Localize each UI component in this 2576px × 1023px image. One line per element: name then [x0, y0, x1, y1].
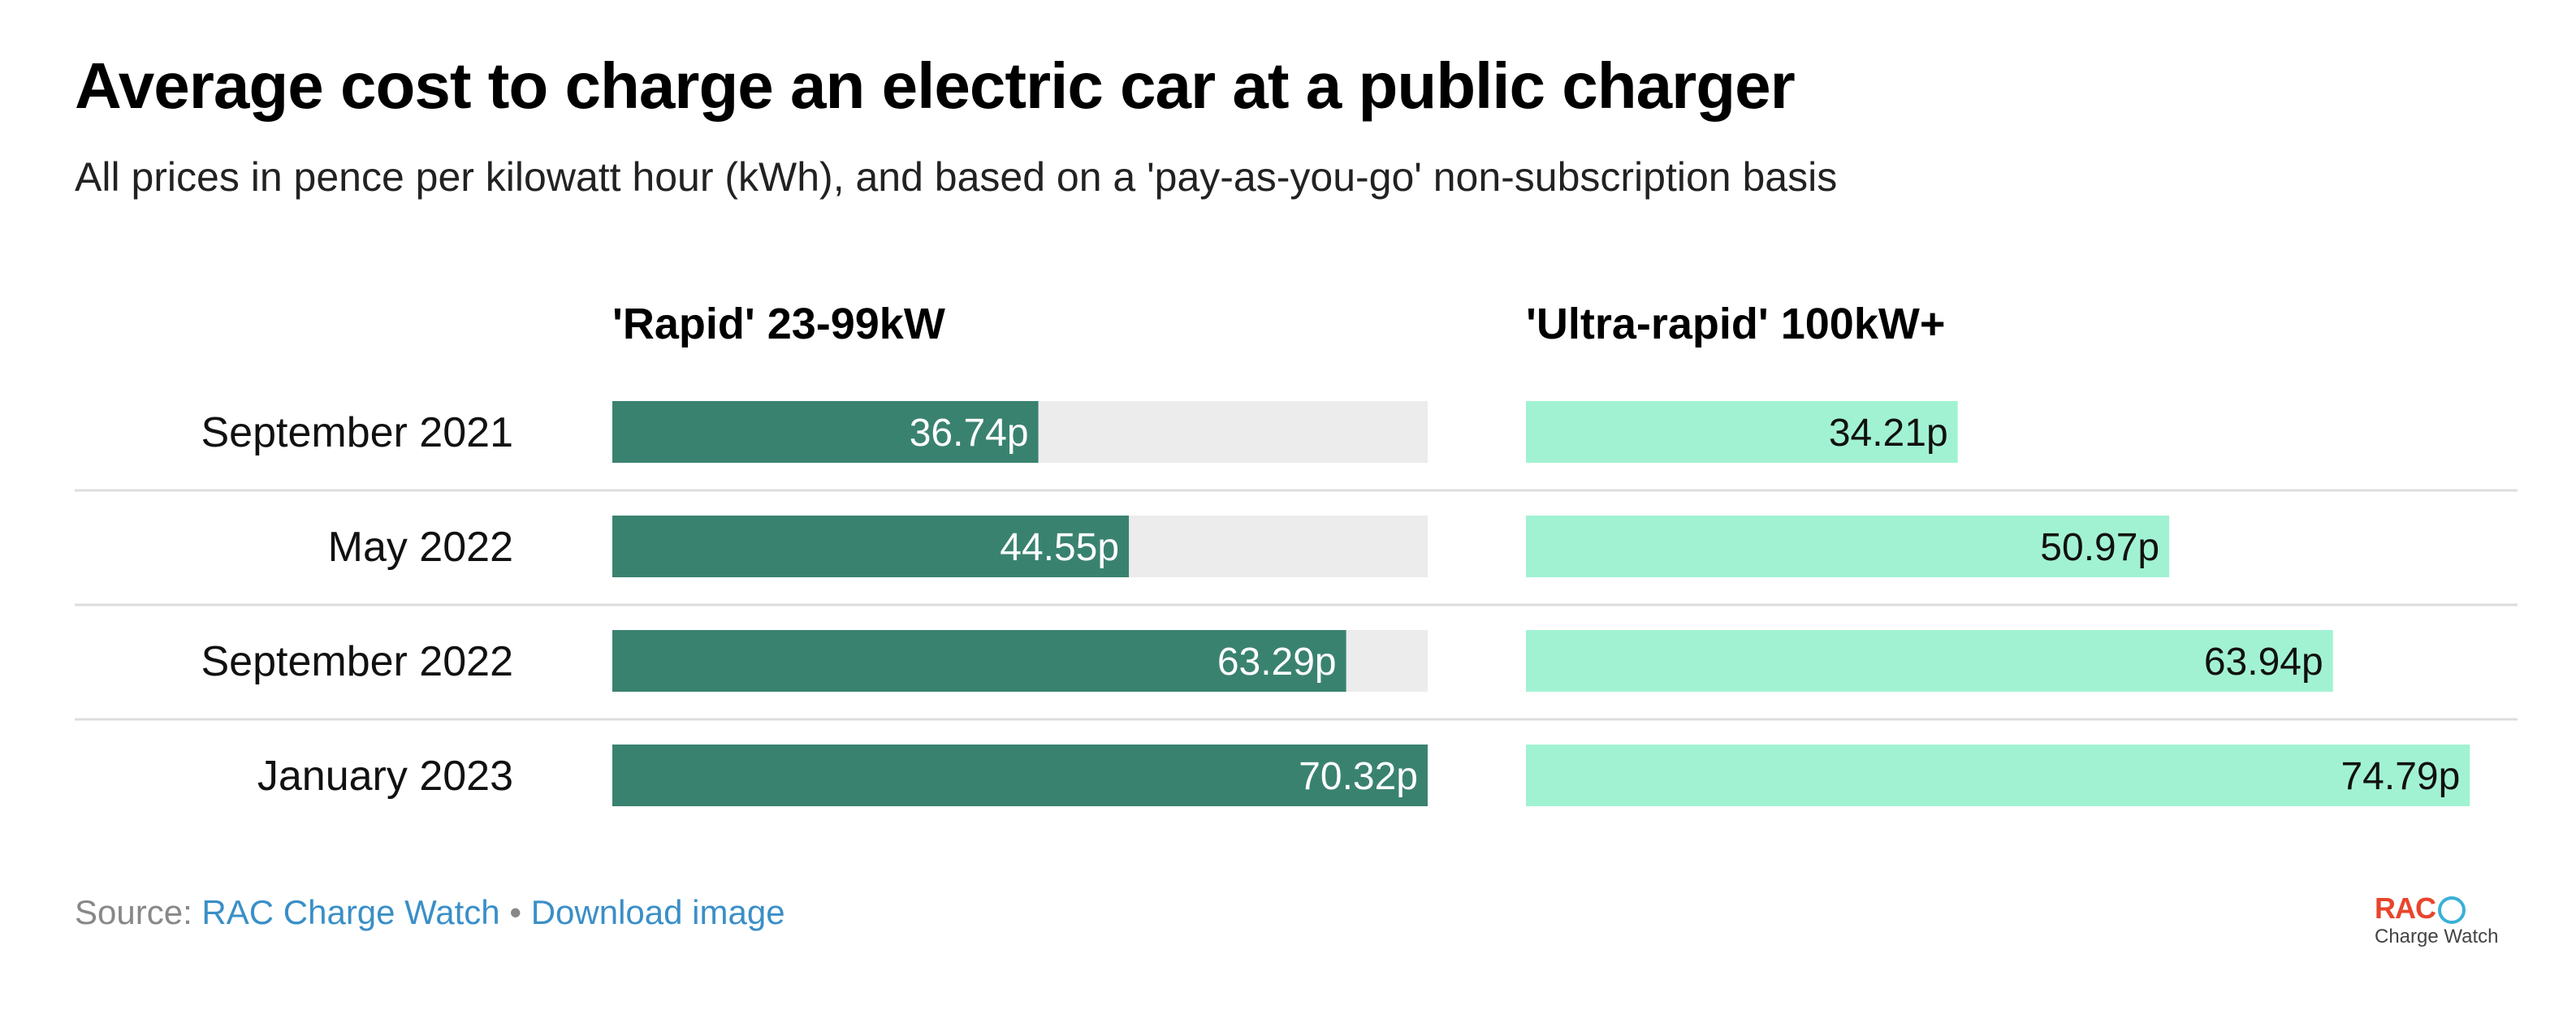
source-link[interactable]: RAC Charge Watch: [201, 893, 500, 931]
bar-ultra-rapid-100kw-january-2023: [1526, 745, 2470, 806]
bar-rapid-23-99kw-september-2021: [612, 401, 1039, 463]
data-label-rapid-23-99kw-september-2021: 36.74p: [910, 412, 1029, 455]
bar-chart: September 2021 36.74p 34.21p May 2022 44.55p…: [75, 401, 2518, 806]
data-label-ultra-rapid-100kw-may-2022: 50.97p: [2040, 526, 2159, 569]
series-header-rapid: 'Rapid' 23-99kW: [612, 300, 945, 348]
footer-separator: •: [499, 893, 531, 931]
bar-ultra-rapid-100kw-may-2022: [1526, 516, 2170, 577]
category-label-may-2022: May 2022: [328, 524, 513, 571]
chart-subtitle: All prices in pence per kilowatt hour (k…: [75, 154, 1838, 200]
chart-footer: Source: RAC Charge Watch • Download imag…: [75, 888, 785, 937]
charge-icon: [2438, 896, 2466, 924]
chart-title: Average cost to charge an electric car a…: [75, 50, 1796, 122]
data-label-ultra-rapid-100kw-september-2022: 63.94p: [2204, 641, 2323, 684]
download-image-link[interactable]: Download image: [530, 893, 785, 931]
data-label-ultra-rapid-100kw-january-2023: 74.79p: [2340, 755, 2460, 798]
category-label-september-2022: September 2022: [201, 638, 514, 685]
source-prefix: Source:: [75, 893, 202, 931]
bar-ultra-rapid-100kw-september-2021: [1526, 401, 1958, 463]
data-label-rapid-23-99kw-january-2023: 70.32p: [1299, 755, 1418, 798]
bar-rapid-23-99kw-september-2022: [612, 630, 1346, 692]
series-header-ultra-rapid: 'Ultra-rapid' 100kW+: [1526, 300, 1946, 348]
data-label-rapid-23-99kw-september-2022: 63.29p: [1217, 641, 1337, 684]
bar-ultra-rapid-100kw-september-2022: [1526, 630, 2333, 692]
data-label-rapid-23-99kw-may-2022: 44.55p: [1000, 526, 1119, 569]
bar-rapid-23-99kw-may-2022: [612, 516, 1130, 577]
bar-rapid-23-99kw-january-2023: [612, 745, 1428, 806]
category-label-september-2021: September 2021: [201, 409, 514, 456]
logo-brand: RAC: [2375, 891, 2436, 925]
category-label-january-2023: January 2023: [257, 753, 513, 800]
logo-tagline: Charge Watch: [2375, 926, 2499, 947]
data-label-ultra-rapid-100kw-september-2021: 34.21p: [1829, 412, 1948, 455]
rac-charge-watch-logo: RAC Charge Watch: [2371, 891, 2501, 948]
